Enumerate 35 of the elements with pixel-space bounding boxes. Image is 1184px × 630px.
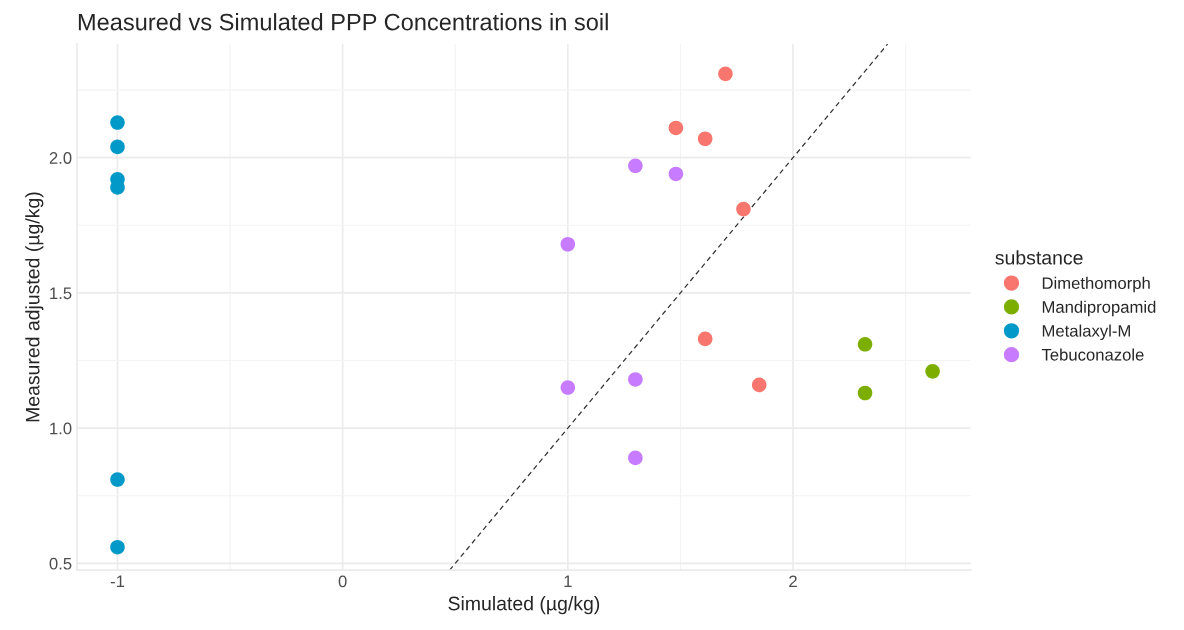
legend-label: Tebuconazole bbox=[1041, 348, 1144, 361]
point bbox=[668, 166, 684, 182]
point bbox=[668, 120, 684, 136]
point bbox=[857, 337, 873, 352]
point bbox=[628, 372, 643, 387]
point bbox=[925, 364, 940, 379]
x-tick-label: -1 bbox=[110, 575, 125, 588]
chart-title: Measured vs Simulated PPP Concentrations in soil bbox=[78, 13, 608, 31]
point bbox=[736, 201, 751, 217]
point bbox=[110, 472, 125, 487]
legend-label: Dimethomorph bbox=[1042, 276, 1150, 293]
point bbox=[697, 131, 713, 147]
legend-title: substance bbox=[995, 250, 1083, 265]
point bbox=[560, 236, 576, 252]
point bbox=[560, 380, 576, 395]
x-axis-title: Simulated (µg/kg) bbox=[448, 596, 600, 615]
y-axis-title: Measured adjusted (µg/kg) bbox=[25, 192, 44, 422]
legend-label: Metalaxyl-M bbox=[1042, 324, 1130, 341]
y-tick-label: 1.5 bbox=[50, 287, 72, 300]
x-tick-label: 1 bbox=[564, 575, 572, 588]
point bbox=[718, 66, 733, 82]
y-tick-label: 2.0 bbox=[49, 152, 72, 164]
point bbox=[857, 385, 873, 401]
y-tick-label: 0.5 bbox=[49, 557, 72, 570]
point bbox=[110, 115, 125, 130]
point bbox=[751, 377, 767, 393]
point bbox=[628, 450, 643, 466]
point bbox=[697, 331, 713, 347]
x-tick-label: 2 bbox=[789, 575, 797, 588]
x-tick-label: 0 bbox=[338, 575, 347, 588]
y-tick-label: 1.0 bbox=[50, 422, 72, 435]
legend-label: Mandipropamid bbox=[1042, 300, 1156, 317]
point bbox=[110, 139, 125, 155]
point bbox=[628, 158, 643, 174]
point bbox=[110, 539, 125, 555]
